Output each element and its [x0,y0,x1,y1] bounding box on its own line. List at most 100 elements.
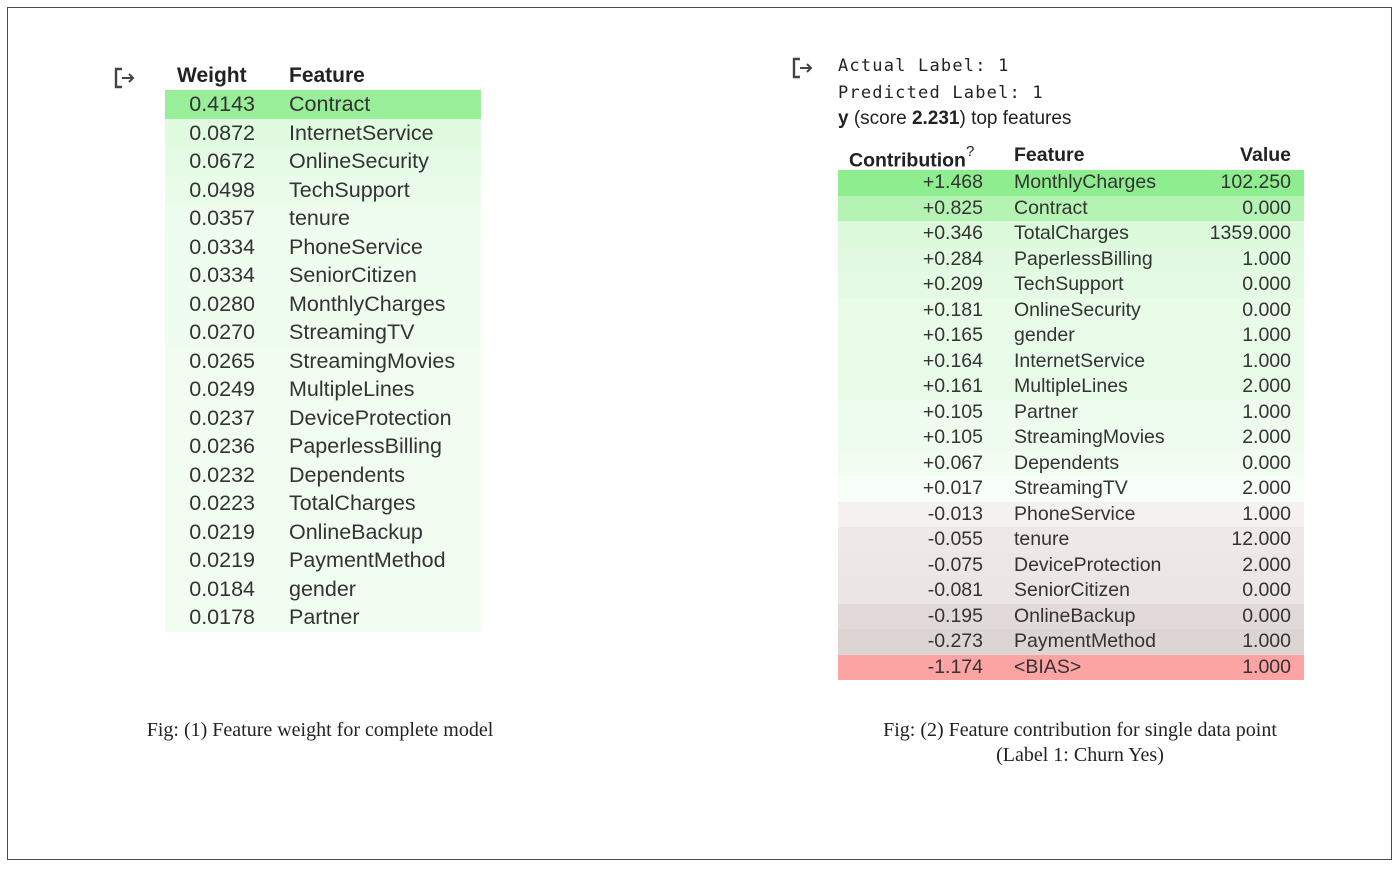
contribution-table-row: +0.105 Partner 1.000 [838,399,1304,425]
feature-header: Feature [289,64,365,87]
value-cell: 1.000 [1242,630,1291,652]
feature-cell: Dependents [1014,451,1120,474]
feature-cell: OnlineSecurity [289,149,429,173]
weight-table-header: Weight Feature [165,60,481,90]
contribution-cell: +0.181 [922,298,983,321]
contribution-table-row: +0.181 OnlineSecurity 0.000 [838,297,1304,323]
feature-cell: gender [289,576,356,601]
contribution-cell: +0.346 [922,222,983,244]
feature-header: Feature [1014,144,1085,166]
feature-cell: StreamingTV [1014,477,1128,499]
value-cell: 102.250 [1220,171,1292,193]
feature-cell: OnlineBackup [289,519,423,544]
value-cell: 12.000 [1231,528,1291,550]
caption-right-line2: (Label 1: Churn Yes) [996,744,1164,766]
score-suffix: ) top features [959,108,1072,129]
weight-cell: 0.0265 [189,348,255,373]
contribution-cell: -0.273 [927,630,983,652]
feature-cell: OnlineSecurity [1014,298,1141,321]
contribution-cell: +0.017 [922,477,983,499]
weight-cell: 0.0498 [189,177,255,202]
contribution-cell: -1.174 [927,655,983,678]
weight-cell: 0.0334 [189,234,255,259]
feature-cell: StreamingMovies [1014,426,1165,448]
weight-table-row: 0.0498 TechSupport [165,175,481,204]
value-cell: 2.000 [1242,553,1291,576]
feature-cell: Dependents [289,462,405,487]
feature-cell: tenure [1014,528,1070,550]
score-value: 2.231 [911,108,960,129]
feature-cell: InternetService [1014,349,1146,372]
weight-table-row: 0.0184 gender [165,574,481,603]
contribution-cell: -0.055 [927,528,983,550]
feature-cell: gender [1014,324,1075,346]
feature-cell: DeviceProtection [289,405,452,430]
caption-right-line1: Fig: (2) Feature contribution for single… [883,719,1277,741]
feature-cell: PaymentMethod [1014,630,1156,652]
contribution-table-header: Contribution? Feature Value [838,140,1304,172]
value-cell: 2.000 [1242,375,1291,397]
feature-cell: InternetService [289,120,434,145]
contribution-cell: -0.195 [927,604,983,627]
value-cell: 2.000 [1242,477,1291,499]
contribution-table-row: -0.055 tenure 12.000 [838,527,1304,553]
feature-cell: OnlineBackup [1014,604,1136,627]
feature-cell: PhoneService [289,234,423,259]
value-header: Value [1240,144,1291,166]
value-cell: 1.000 [1242,349,1291,372]
weight-cell: 0.0249 [189,377,255,401]
weight-table-row: 0.0265 StreamingMovies [165,346,481,375]
contribution-table-row: -0.013 PhoneService 1.000 [838,501,1304,527]
predicted-label-text: Predicted Label: 1 [838,83,1044,103]
contribution-cell: +0.067 [922,451,983,474]
feature-cell: StreamingTV [289,320,415,344]
value-cell: 1.000 [1242,502,1291,525]
weight-table-row: 0.0178 Partner [165,603,481,632]
weight-table-row: 0.0237 DeviceProtection [165,403,481,432]
feature-cell: TotalCharges [289,491,416,515]
help-question-mark[interactable]: ? [965,143,975,160]
feature-cell: MultipleLines [289,377,415,401]
weight-table-row: 0.0672 OnlineSecurity [165,147,481,176]
weight-table-row: 0.0249 MultipleLines [165,375,481,404]
feature-cell: TechSupport [1014,273,1124,295]
contribution-cell: +0.161 [922,375,983,397]
feature-cell: TotalCharges [1014,222,1129,244]
contribution-table-row: +0.105 StreamingMovies 2.000 [838,425,1304,451]
feature-cell: MultipleLines [1014,375,1128,397]
value-cell: 0.000 [1242,196,1291,219]
weight-table-row: 0.0357 tenure [165,204,481,233]
value-cell: 0.000 [1242,604,1291,627]
contribution-cell: +0.105 [922,400,983,423]
contribution-cell: +0.825 [922,196,983,219]
weight-table-row: 0.0219 OnlineBackup [165,517,481,546]
weight-cell: 0.4143 [189,92,255,116]
weight-table-row: 0.0872 InternetService [165,118,481,147]
contribution-cell: -0.013 [927,502,983,525]
feature-cell: PaperlessBilling [1014,247,1153,270]
contribution-table-row: +0.017 StreamingTV 2.000 [838,476,1304,502]
caption-left: Fig: (1) Feature weight for complete mod… [146,719,494,741]
contribution-table-row: +0.284 PaperlessBilling 1.000 [838,246,1304,272]
value-cell: 1.000 [1242,324,1291,346]
contribution-cell: +1.468 [922,171,983,193]
weight-table-row: 0.0236 PaperlessBilling [165,432,481,461]
contribution-header-label: Contribution [849,149,966,172]
contribution-cell: +0.105 [922,426,983,448]
weight-cell: 0.0232 [189,462,255,487]
feature-cell: Contract [1014,196,1088,219]
contribution-table-row: +0.825 Contract 0.000 [838,195,1304,221]
weight-table-row: 0.0223 TotalCharges [165,489,481,518]
weight-cell: 0.0672 [189,149,255,173]
contribution-cell: +0.209 [922,273,983,295]
output-arrow-icon [791,56,815,80]
contribution-table-row: +0.209 TechSupport 0.000 [838,272,1304,298]
contribution-cell: +0.284 [922,247,983,270]
output-arrow-icon [113,66,137,90]
value-cell: 1.000 [1242,247,1291,270]
value-cell: 0.000 [1242,298,1291,321]
weight-cell: 0.0357 [189,206,255,230]
value-cell: 0.000 [1242,273,1291,295]
figure-frame [7,7,1392,860]
contribution-table-row: +0.067 Dependents 0.000 [838,450,1304,476]
